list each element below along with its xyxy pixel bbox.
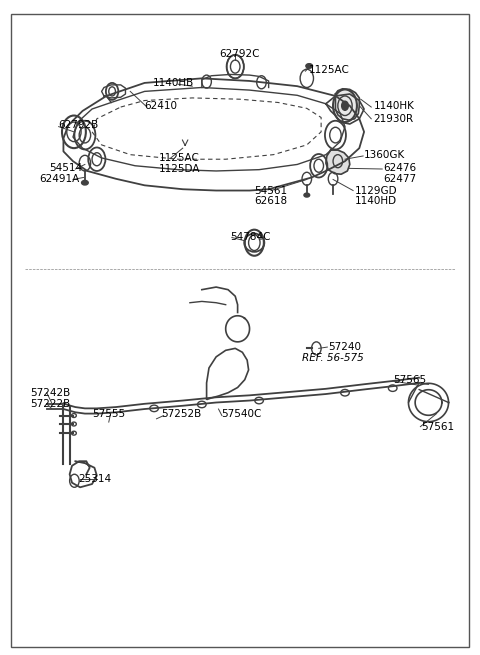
Text: 57555: 57555 bbox=[92, 409, 125, 419]
Text: 57252B: 57252B bbox=[161, 409, 202, 419]
Text: 57561: 57561 bbox=[421, 422, 455, 432]
Text: 62618: 62618 bbox=[254, 196, 288, 206]
Ellipse shape bbox=[304, 193, 310, 197]
Text: 62477: 62477 bbox=[383, 174, 416, 184]
Text: 1125DA: 1125DA bbox=[159, 164, 200, 174]
Polygon shape bbox=[336, 89, 360, 120]
Text: 57565: 57565 bbox=[393, 375, 426, 384]
Text: 54561: 54561 bbox=[254, 185, 288, 196]
Text: 54514: 54514 bbox=[49, 162, 82, 173]
Text: 57540C: 57540C bbox=[221, 409, 261, 419]
Text: 1125AC: 1125AC bbox=[309, 65, 350, 75]
Text: 62476: 62476 bbox=[383, 162, 416, 173]
Text: 25314: 25314 bbox=[78, 474, 111, 484]
Text: 1140HK: 1140HK bbox=[373, 101, 415, 111]
Circle shape bbox=[342, 101, 348, 110]
Text: 1129GD: 1129GD bbox=[355, 185, 397, 196]
Text: 1360GK: 1360GK bbox=[364, 149, 405, 160]
Polygon shape bbox=[326, 150, 350, 174]
Text: 57222B: 57222B bbox=[30, 399, 70, 409]
Text: 54784C: 54784C bbox=[230, 233, 271, 242]
Text: 1140HD: 1140HD bbox=[355, 196, 396, 206]
Text: 57240: 57240 bbox=[328, 342, 361, 352]
Text: 21930R: 21930R bbox=[373, 114, 414, 124]
Text: 62410: 62410 bbox=[144, 101, 178, 111]
Text: 62792C: 62792C bbox=[220, 48, 260, 58]
Text: 62491A: 62491A bbox=[39, 174, 80, 185]
Text: 57242B: 57242B bbox=[30, 388, 70, 398]
Text: 1125AC: 1125AC bbox=[159, 153, 200, 163]
Text: REF. 56-575: REF. 56-575 bbox=[302, 353, 364, 363]
Text: 1140HB: 1140HB bbox=[153, 78, 194, 88]
Text: 62792B: 62792B bbox=[59, 121, 99, 130]
Ellipse shape bbox=[306, 64, 312, 68]
Ellipse shape bbox=[82, 180, 88, 185]
